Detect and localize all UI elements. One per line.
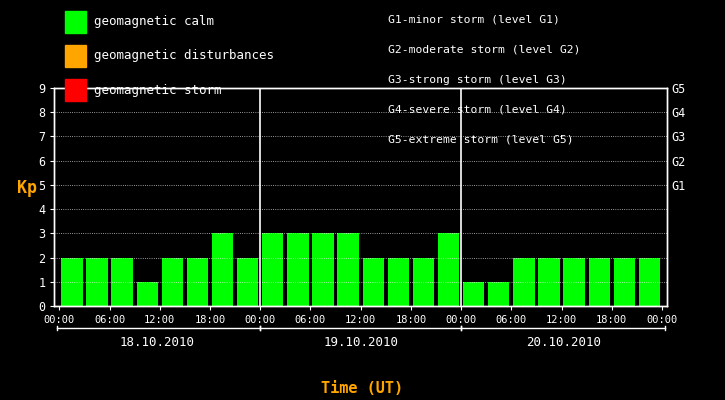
Text: G2-moderate storm (level G2): G2-moderate storm (level G2) [388,45,581,55]
Bar [237,258,258,306]
Bar [413,258,434,306]
Bar [513,258,534,306]
Bar [488,282,510,306]
Bar [563,258,585,306]
Bar [438,233,459,306]
Bar [287,233,309,306]
Bar [262,233,283,306]
Bar [463,282,484,306]
Bar [162,258,183,306]
Bar [362,258,384,306]
Bar [312,233,334,306]
Text: 19.10.2010: 19.10.2010 [323,336,398,348]
Text: Time (UT): Time (UT) [321,381,404,396]
Text: 20.10.2010: 20.10.2010 [526,336,602,348]
Bar [136,282,158,306]
Text: G4-severe storm (level G4): G4-severe storm (level G4) [388,105,567,115]
Text: geomagnetic storm: geomagnetic storm [94,84,222,96]
Text: geomagnetic disturbances: geomagnetic disturbances [94,50,274,62]
Bar [613,258,635,306]
Text: G5-extreme storm (level G5): G5-extreme storm (level G5) [388,135,573,145]
Text: G3-strong storm (level G3): G3-strong storm (level G3) [388,75,567,85]
Bar [187,258,208,306]
Text: geomagnetic calm: geomagnetic calm [94,16,215,28]
Bar [639,258,660,306]
Y-axis label: Kp: Kp [17,179,37,197]
Bar [62,258,83,306]
Bar [388,258,409,306]
Bar [112,258,133,306]
Bar [337,233,359,306]
Bar [589,258,610,306]
Bar [212,233,233,306]
Bar [86,258,108,306]
Text: 18.10.2010: 18.10.2010 [120,336,195,348]
Bar [539,258,560,306]
Text: G1-minor storm (level G1): G1-minor storm (level G1) [388,15,560,25]
